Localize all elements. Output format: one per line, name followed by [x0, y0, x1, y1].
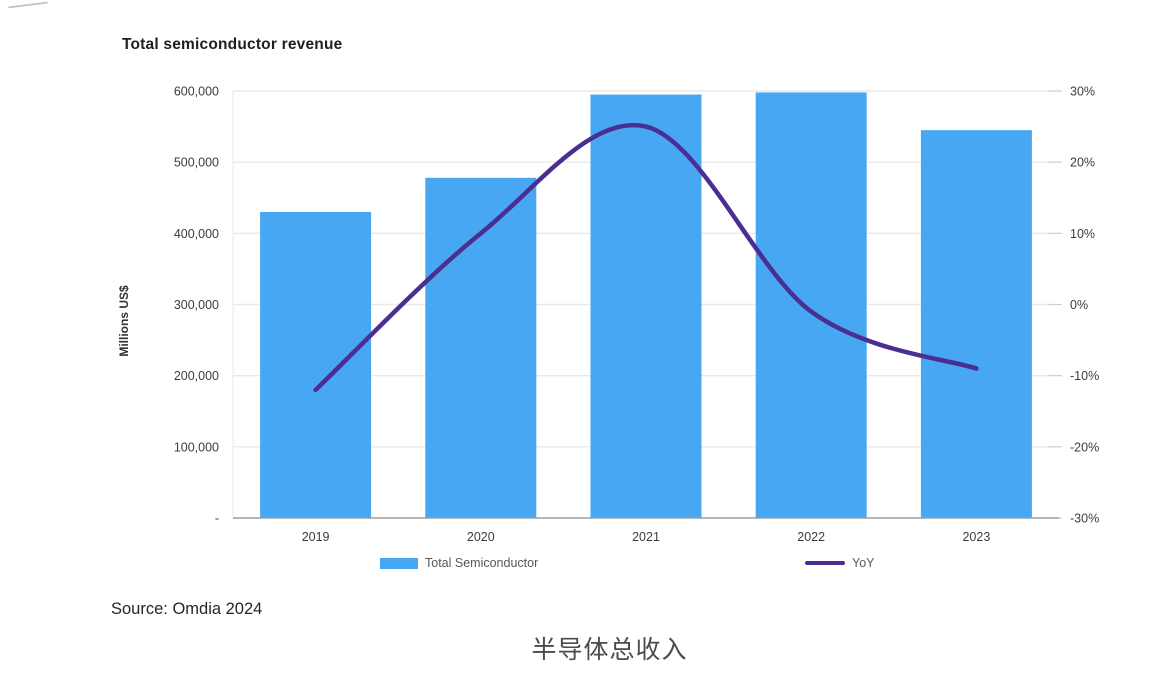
legend-label-total-semiconductor: Total Semiconductor	[425, 556, 539, 570]
x-tick-label-2019: 2019	[302, 530, 330, 544]
caption-chinese: 半导体总收入	[531, 636, 688, 664]
x-tick-label-2023: 2023	[962, 530, 990, 544]
bar-2021	[590, 94, 702, 518]
legend-item-total-semiconductor: Total Semiconductor	[380, 556, 538, 570]
bar-2019	[260, 211, 372, 518]
x-tick-label-2020: 2020	[467, 530, 495, 544]
yoy-curve	[313, 122, 979, 393]
bar-2022	[755, 92, 867, 518]
y-right-tick-label: -10%	[1070, 369, 1099, 383]
y-left-tick-label: -	[215, 512, 219, 526]
y-left-tick-label: 500,000	[174, 156, 219, 170]
legend-item-yoy: YoY	[805, 556, 874, 570]
y-left-tick-label: 300,000	[174, 298, 219, 312]
line-series-swatch-icon	[805, 561, 845, 565]
y-right-tick-label: 10%	[1070, 227, 1095, 241]
source-text: Source: Omdia 2024	[111, 600, 263, 618]
legend-label-yoy: YoY	[852, 556, 875, 570]
x-tick-label-2022: 2022	[797, 530, 825, 544]
bar-series-swatch-icon	[380, 557, 418, 569]
y-left-tick-label: 200,000	[174, 369, 219, 383]
y-right-tick-label: 30%	[1070, 85, 1095, 99]
y-left-tick-label: 100,000	[174, 440, 219, 454]
y-left-tick-label: 400,000	[174, 227, 219, 241]
y-right-tick-label: 0%	[1070, 298, 1088, 312]
bar-series	[260, 92, 1032, 518]
y-right-tick-label: -20%	[1070, 440, 1099, 454]
y-right-tick-label: 20%	[1070, 156, 1095, 170]
chart-title: Total semiconductor revenue	[122, 36, 343, 53]
bar-2020	[425, 177, 537, 518]
axis-tick-labels: 600,000 30% 500,000 20% 400,000 10% 300,000 0% 2…	[174, 85, 1099, 545]
y-left-tick-label: 600,000	[174, 85, 219, 99]
y-right-tick-label: -30%	[1070, 512, 1099, 526]
y-axis-title: Millions US$	[117, 285, 131, 357]
bar-2023	[920, 130, 1032, 518]
x-tick-label-2021: 2021	[632, 530, 660, 544]
yoy-line-series	[313, 122, 979, 393]
